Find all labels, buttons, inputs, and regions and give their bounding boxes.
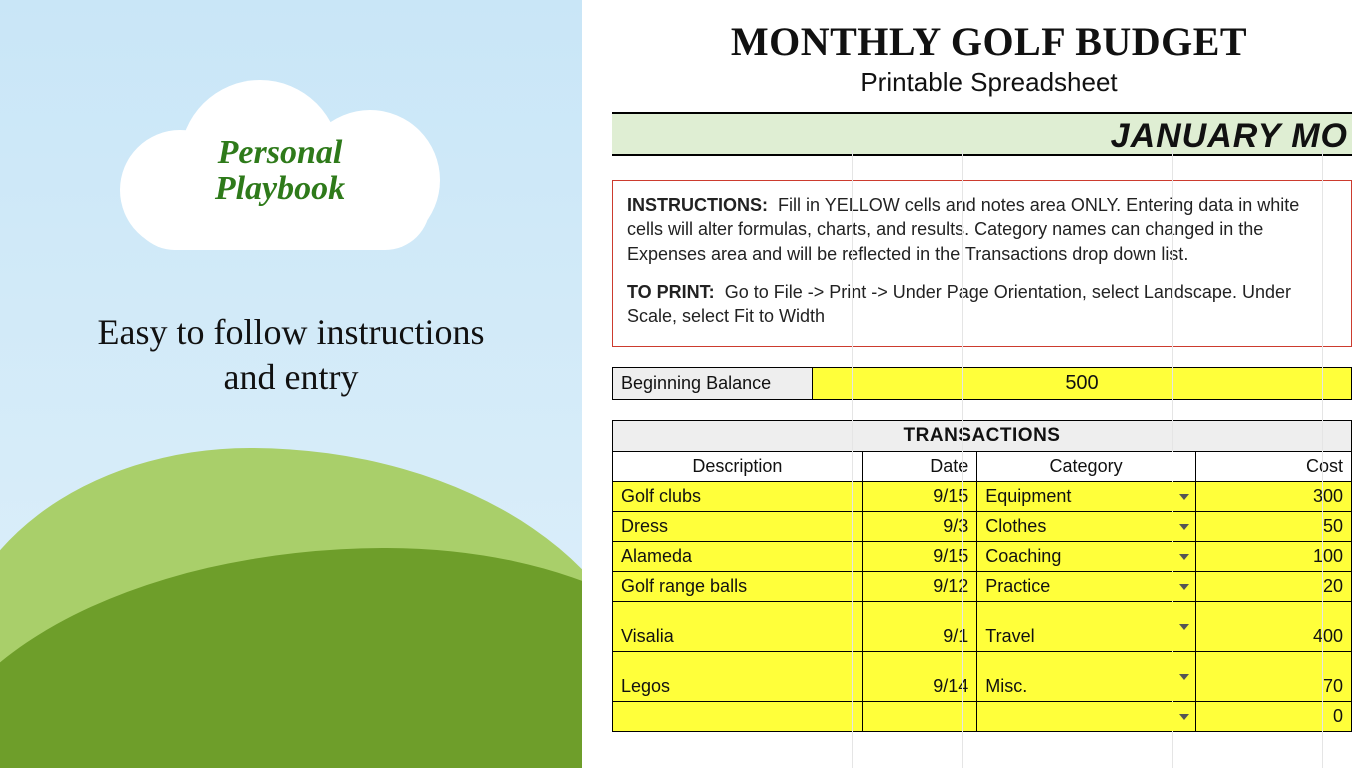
chevron-down-icon[interactable] (1179, 584, 1189, 590)
cell-category-text: Travel (985, 626, 1034, 646)
table-row: Golf range balls 9/12 Practice 20 (613, 572, 1352, 602)
table-row: Legos 9/14 Misc. 70 (613, 652, 1352, 702)
col-date: Date (862, 452, 976, 482)
table-row: Visalia 9/1 Travel 400 (613, 602, 1352, 652)
cell-date[interactable]: 9/12 (862, 572, 976, 602)
cell-category[interactable]: Misc. (977, 652, 1196, 702)
sheet: JANUARY MO INSTRUCTIONS: Fill in YELLOW … (612, 112, 1352, 732)
instructions-label: INSTRUCTIONS: (627, 195, 768, 215)
cell-cost[interactable]: 50 (1195, 512, 1351, 542)
cell-description[interactable]: Visalia (613, 602, 863, 652)
brand-name: Personal Playbook (120, 135, 440, 206)
cell-description[interactable]: Alameda (613, 542, 863, 572)
month-banner: JANUARY MO (612, 112, 1352, 156)
brand-line2: Playbook (215, 170, 345, 207)
cell-cost[interactable]: 100 (1195, 542, 1351, 572)
cell-category[interactable]: Travel (977, 602, 1196, 652)
beginning-balance-table: Beginning Balance 500 (612, 367, 1352, 400)
cell-category[interactable] (977, 702, 1196, 732)
cell-category-text: Equipment (985, 486, 1071, 506)
table-row: Dress 9/3 Clothes 50 (613, 512, 1352, 542)
cell-category-text: Misc. (985, 676, 1027, 696)
cell-description[interactable]: Golf range balls (613, 572, 863, 602)
page-subtitle: Printable Spreadsheet (612, 67, 1366, 98)
cell-description[interactable]: Dress (613, 512, 863, 542)
cell-date[interactable]: 9/15 (862, 482, 976, 512)
chevron-down-icon[interactable] (1179, 524, 1189, 530)
col-description: Description (613, 452, 863, 482)
col-cost: Cost (1195, 452, 1351, 482)
table-row: Alameda 9/15 Coaching 100 (613, 542, 1352, 572)
cell-category[interactable]: Clothes (977, 512, 1196, 542)
cell-cost[interactable]: 70 (1195, 652, 1351, 702)
cell-date[interactable]: 9/15 (862, 542, 976, 572)
cell-date[interactable]: 9/14 (862, 652, 976, 702)
spreadsheet-panel: MONTHLY GOLF BUDGET Printable Spreadshee… (582, 0, 1366, 768)
cloud-logo: Personal Playbook (120, 80, 440, 240)
print-label: TO PRINT: (627, 282, 715, 302)
cell-category[interactable]: Equipment (977, 482, 1196, 512)
brand-line1: Personal (218, 134, 343, 171)
table-row: Golf clubs 9/15 Equipment 300 (613, 482, 1352, 512)
tagline: Easy to follow instructions and entry (0, 310, 582, 400)
table-row: 0 (613, 702, 1352, 732)
cell-cost[interactable]: 0 (1195, 702, 1351, 732)
tagline-line2: and entry (224, 357, 359, 397)
promo-panel: Personal Playbook Easy to follow instruc… (0, 0, 582, 768)
chevron-down-icon[interactable] (1179, 554, 1189, 560)
transactions-title: TRANSACTIONS (613, 421, 1352, 452)
beginning-balance-label: Beginning Balance (613, 368, 813, 400)
cell-date[interactable]: 9/3 (862, 512, 976, 542)
instructions-box: INSTRUCTIONS: Fill in YELLOW cells and n… (612, 180, 1352, 347)
cell-date[interactable] (862, 702, 976, 732)
cell-description[interactable]: Legos (613, 652, 863, 702)
tagline-line1: Easy to follow instructions (98, 312, 485, 352)
chevron-down-icon[interactable] (1179, 714, 1189, 720)
cell-date[interactable]: 9/1 (862, 602, 976, 652)
chevron-down-icon[interactable] (1179, 494, 1189, 500)
cell-description[interactable] (613, 702, 863, 732)
cell-category-text: Coaching (985, 546, 1061, 566)
chevron-down-icon[interactable] (1179, 674, 1189, 680)
print-text: Go to File -> Print -> Under Page Orient… (627, 282, 1291, 326)
cell-cost[interactable]: 300 (1195, 482, 1351, 512)
transactions-table: TRANSACTIONS Description Date Category C… (612, 420, 1352, 732)
beginning-balance-value[interactable]: 500 (813, 368, 1352, 400)
cell-category[interactable]: Practice (977, 572, 1196, 602)
cell-description[interactable]: Golf clubs (613, 482, 863, 512)
col-category: Category (977, 452, 1196, 482)
cell-cost[interactable]: 400 (1195, 602, 1351, 652)
chevron-down-icon[interactable] (1179, 624, 1189, 630)
cell-category-text: Clothes (985, 516, 1046, 536)
cell-category-text: Practice (985, 576, 1050, 596)
cell-category[interactable]: Coaching (977, 542, 1196, 572)
page-title: MONTHLY GOLF BUDGET (612, 18, 1366, 65)
cell-cost[interactable]: 20 (1195, 572, 1351, 602)
